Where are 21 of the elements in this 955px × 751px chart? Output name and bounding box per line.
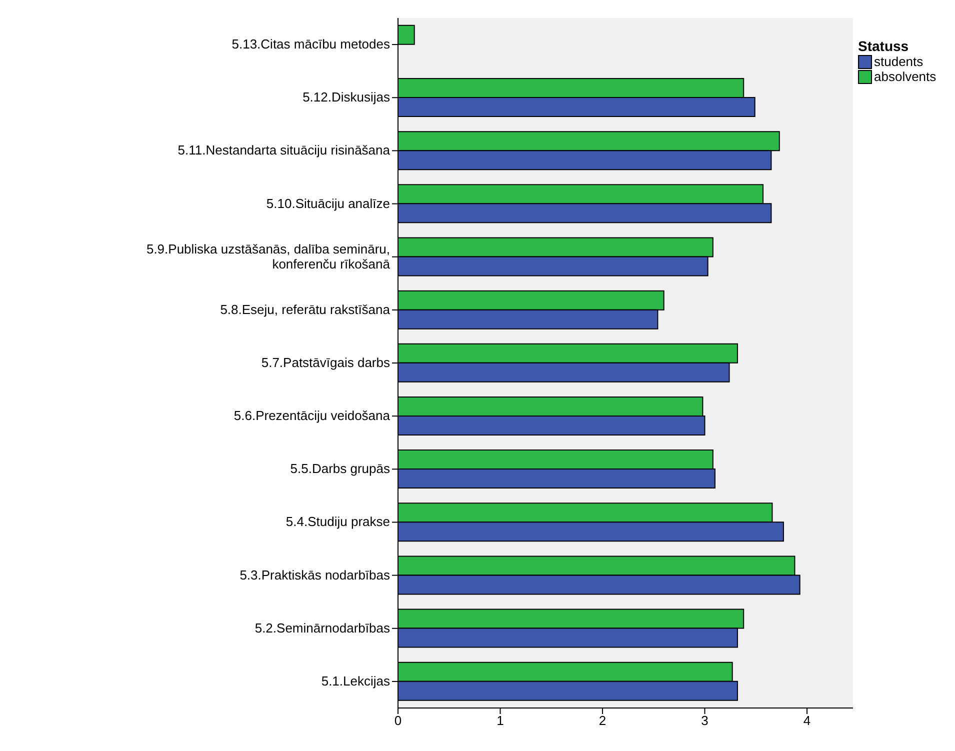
y-tick-label: 5.7.Patstāvīgais darbs bbox=[261, 355, 390, 370]
y-tick-label: 5.11.Nestandarta situāciju risināšana bbox=[178, 142, 391, 158]
x-tick-label: 3 bbox=[701, 713, 708, 728]
y-tick-label: 5.13.Citas mācību metodes bbox=[232, 36, 390, 52]
y-tick-label: 5.3.Praktiskās nodarbības bbox=[240, 567, 390, 582]
y-tick-label: 5.2.Seminārnodarbības bbox=[254, 620, 390, 636]
y-tick-label: 5.6.Prezentāciju veidošana bbox=[234, 408, 391, 424]
y-tick-label: 5.8.Eseju, referātu rakstīšana bbox=[220, 302, 391, 317]
x-tick-label: 2 bbox=[598, 713, 606, 728]
y-tick-label: 5.1.Lekcijas bbox=[321, 673, 390, 688]
y-tick-label: 5.10.Situāciju analīze bbox=[266, 196, 390, 211]
y-tick-label: 5.5.Darbs grupās bbox=[290, 461, 390, 476]
y-tick-label: 5.12.Diskusijas bbox=[302, 90, 390, 105]
x-tick-label: 1 bbox=[496, 713, 504, 728]
y-tick-label: 5.9.Publiska uzstāšanās, dalība semināru, konferenču rīkošanā bbox=[146, 241, 391, 272]
y-tick-label: 5.4.Studiju prakse bbox=[286, 514, 390, 530]
x-tick-label: 4 bbox=[803, 713, 811, 728]
legend-label: students bbox=[874, 54, 924, 69]
legend-label: absolvents bbox=[874, 69, 936, 84]
legend-title: Statuss bbox=[858, 38, 910, 54]
x-tick-label: 0 bbox=[394, 713, 402, 728]
